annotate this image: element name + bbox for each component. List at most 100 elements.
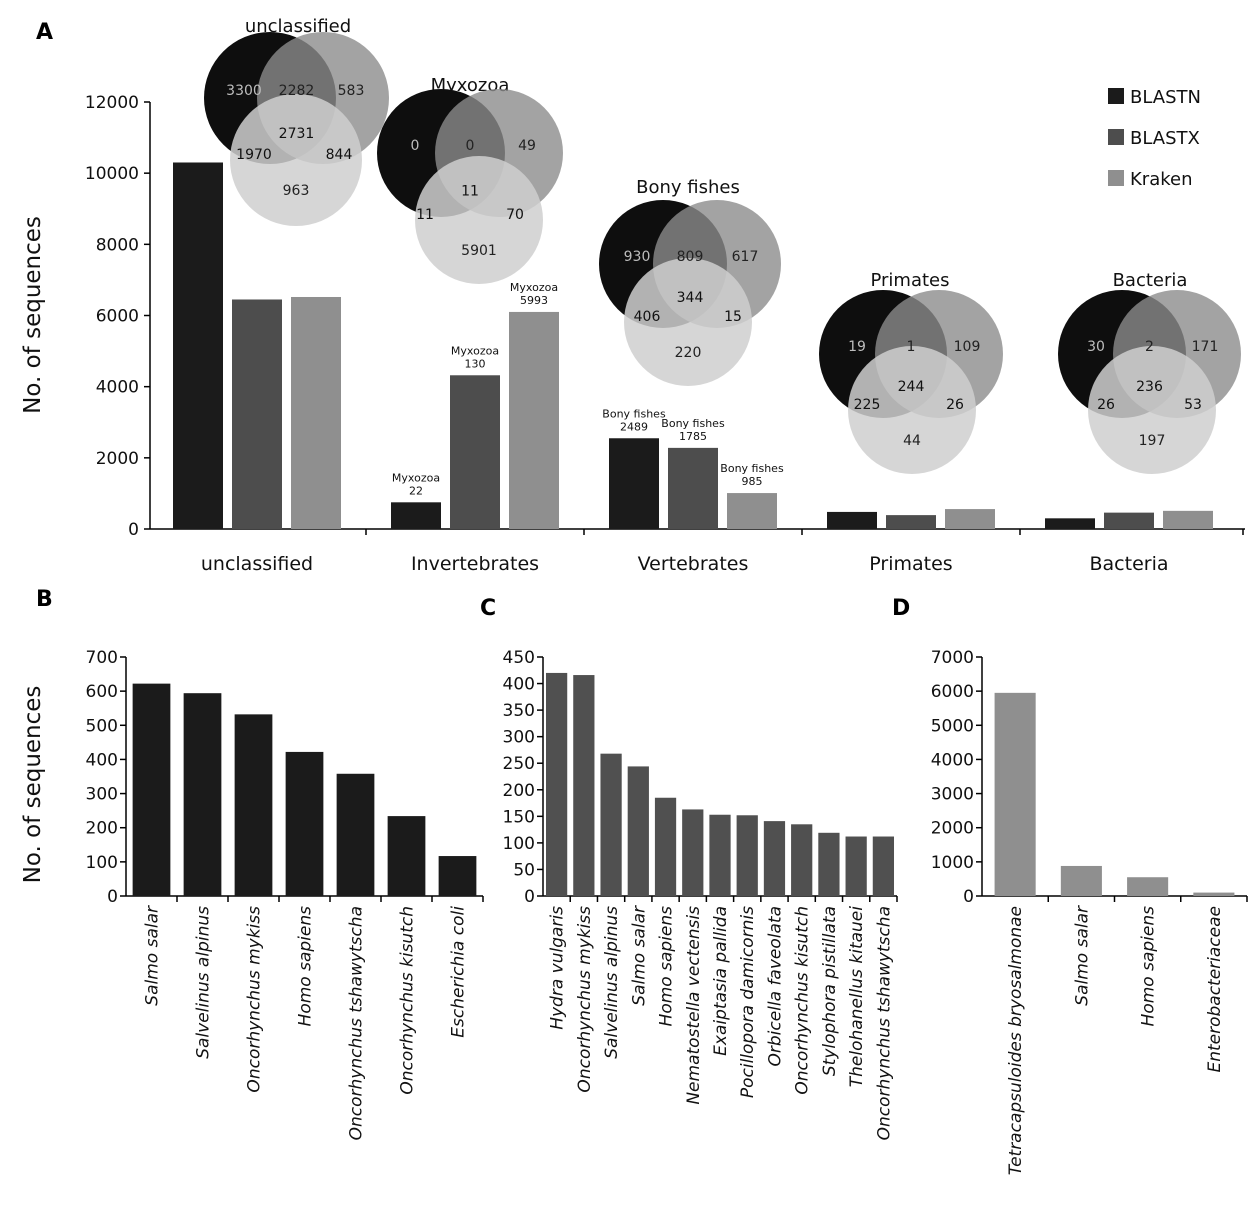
panel-b-bar-homo-sapiens xyxy=(285,751,324,896)
venn-number: 0 xyxy=(411,138,420,154)
venn-number: 244 xyxy=(898,379,925,395)
panel-a-category-label-unclassified: unclassified xyxy=(201,553,313,575)
panel-c-category-label-pocillopora-damicornis: Pocillopora damicornis xyxy=(738,906,758,1098)
panel-b-category-label-oncorhynchus-kisutch: Oncorhynchus kisutch xyxy=(398,906,418,1095)
panel-a-bar-vertebrates-kraken xyxy=(727,493,777,529)
panel-a-bar-annotation: Myxozoa xyxy=(392,471,440,484)
venn-number: 225 xyxy=(854,397,881,413)
panel-a-bar-bacteria-kraken xyxy=(1163,510,1213,529)
panel-d-category-label-homo-sapiens: Homo sapiens xyxy=(1139,906,1159,1027)
panel-a-category-label-invertebrates: Invertebrates xyxy=(411,553,539,575)
panel-b-y-tick-label: 0 xyxy=(107,887,118,907)
venn-number: 171 xyxy=(1192,339,1219,355)
panel-d-y-tick-label: 7000 xyxy=(931,648,974,668)
panel-a-bar-bacteria-blastn xyxy=(1045,518,1095,529)
panel-b-bar-oncorhynchus-tshawytscha xyxy=(336,773,375,896)
venn-number: 2731 xyxy=(279,126,315,142)
panel-a-bar-invertebrates-blastn xyxy=(391,502,441,529)
panel-a-y-tick-label: 2000 xyxy=(96,449,139,469)
venn-circle-kraken xyxy=(624,258,752,386)
panel-c-bar-salvelinus-alpinus xyxy=(600,753,622,896)
venn-primates: Primates 19 1 109 244 225 26 44 xyxy=(819,270,1003,474)
panel-a-y-axis-label: No. of sequences xyxy=(20,216,46,414)
panel-d-y-tick-label: 0 xyxy=(963,887,974,907)
panel-a-bar-annotation: 22 xyxy=(409,484,423,497)
panel-a-bar-annotation: Myxozoa xyxy=(510,281,558,294)
panel-c-y-tick-label: 250 xyxy=(503,754,535,774)
panel-a-bar-invertebrates-blastx xyxy=(450,375,500,529)
venn-title-bony-fishes: Bony fishes xyxy=(636,177,740,198)
venn-number: 963 xyxy=(283,183,310,199)
panel-b-bar-escherichia-coli xyxy=(438,856,477,896)
panel-c-category-label-oncorhynchus-kisutch: Oncorhynchus kisutch xyxy=(793,906,813,1095)
panel-c-bar-pocillopora-damicornis xyxy=(736,815,758,896)
panel-a-bar-unclassified-blastx xyxy=(232,299,282,529)
panel-a-bar-annotation: 985 xyxy=(742,475,763,488)
venn-title-primates: Primates xyxy=(870,270,949,291)
panel-b-y-axis-label: No. of sequences xyxy=(20,686,46,884)
panel-c-category-label-oncorhynchus-tshawytscha: Oncorhynchus tshawytscha xyxy=(874,906,894,1140)
venn-number: 197 xyxy=(1139,433,1166,449)
venn-number: 2282 xyxy=(279,83,315,99)
panel-a-legend-label-blastn: BLASTN xyxy=(1130,87,1201,108)
panel-c-category-label-oncorhynchus-mykiss: Oncorhynchus mykiss xyxy=(575,906,595,1093)
panel-a-y-tick-label: 6000 xyxy=(96,307,139,327)
venn-number: 49 xyxy=(518,138,536,154)
panel-a-y-tick-label: 0 xyxy=(128,520,139,540)
panel-c-bar-homo-sapiens xyxy=(654,797,677,896)
venn-title-unclassified: unclassified xyxy=(245,16,351,37)
panel-a-y-tick-label: 4000 xyxy=(96,378,139,398)
venn-number: 3300 xyxy=(226,83,262,99)
panel-c-bar-orbicella-faveolata xyxy=(763,821,786,896)
panel-b-chart: 0 100 200 300 400 500 600 700 No. of sequences Sa… xyxy=(20,648,484,1140)
panel-c-bar-exaiptasia-pallida xyxy=(709,814,731,896)
panel-c-bar-oncorhynchus-mykiss xyxy=(573,675,595,896)
panel-c-category-label-thelohanellus-kitauei: Thelohanellus kitauei xyxy=(847,906,867,1088)
panel-letter-d: D xyxy=(892,596,910,621)
venn-number: 220 xyxy=(675,345,702,361)
panel-c-bar-thelohanellus-kitauei xyxy=(845,836,867,896)
venn-number: 53 xyxy=(1184,397,1202,413)
panel-d-bar-homo-sapiens xyxy=(1127,877,1169,896)
panel-b-category-label-escherichia-coli: Escherichia coli xyxy=(449,906,469,1038)
panel-a-bar-annotation: Myxozoa xyxy=(451,344,499,357)
panel-a-legend-swatch-kraken xyxy=(1108,170,1124,186)
panel-a-axes: 0 2000 4000 6000 8000 10000 12000 No. of sequen… xyxy=(20,93,1245,575)
venn-number: 26 xyxy=(946,397,964,413)
venn-number: 583 xyxy=(338,83,365,99)
panel-d-chart: 0 1000 2000 3000 4000 5000 6000 7000 Tetracapsul… xyxy=(931,648,1248,1175)
panel-c-bar-nematostella-vectensis xyxy=(682,809,704,896)
panel-d-category-label-salmo-salar: Salmo salar xyxy=(1072,905,1092,1006)
panel-b-category-label-salvelinus-alpinus: Salvelinus alpinus xyxy=(194,906,214,1059)
panel-b-category-label-oncorhynchus-mykiss: Oncorhynchus mykiss xyxy=(245,906,265,1093)
panel-a-bar-unclassified-blastn xyxy=(173,162,223,529)
panel-a-bar-primates-blastn xyxy=(827,511,877,529)
panel-b-y-tick-label: 400 xyxy=(86,750,118,770)
venn-bacteria: Bacteria 30 2 171 236 26 53 197 xyxy=(1058,270,1241,474)
panel-letter-a: A xyxy=(36,20,53,45)
panel-b-bar-salvelinus-alpinus xyxy=(183,693,222,896)
panel-d-y-tick-label: 2000 xyxy=(931,819,974,839)
venn-number: 70 xyxy=(506,207,524,223)
panel-a-chart: 0 2000 4000 6000 8000 10000 12000 No. of sequen… xyxy=(20,16,1245,575)
panel-d-bar-salmo-salar xyxy=(1060,865,1102,896)
panel-c-category-label-salvelinus-alpinus: Salvelinus alpinus xyxy=(602,906,622,1059)
panel-c-y-tick-label: 100 xyxy=(503,834,535,854)
panel-c-bar-hydra-vulgaris xyxy=(545,672,568,896)
panel-c-category-label-stylophora-pistillata: Stylophora pistillata xyxy=(820,906,840,1076)
panel-d-y-tick-label: 1000 xyxy=(931,853,974,873)
panel-d-y-tick-label: 6000 xyxy=(931,682,974,702)
panel-b-y-tick-label: 500 xyxy=(86,716,118,736)
venn-number: 930 xyxy=(624,249,651,265)
panel-letter-c: C xyxy=(480,596,496,621)
panel-c-bar-salmo-salar xyxy=(627,766,649,896)
panel-d-bar-tetracapsuloides-bryosalmonae xyxy=(994,692,1036,896)
panel-a-bar-annotation: 1785 xyxy=(679,430,707,443)
panel-a-category-label-vertebrates: Vertebrates xyxy=(638,553,749,575)
venn-number: 236 xyxy=(1136,379,1163,395)
panel-b-category-label-homo-sapiens: Homo sapiens xyxy=(296,906,316,1027)
panel-b-bar-salmo-salar xyxy=(132,683,171,896)
